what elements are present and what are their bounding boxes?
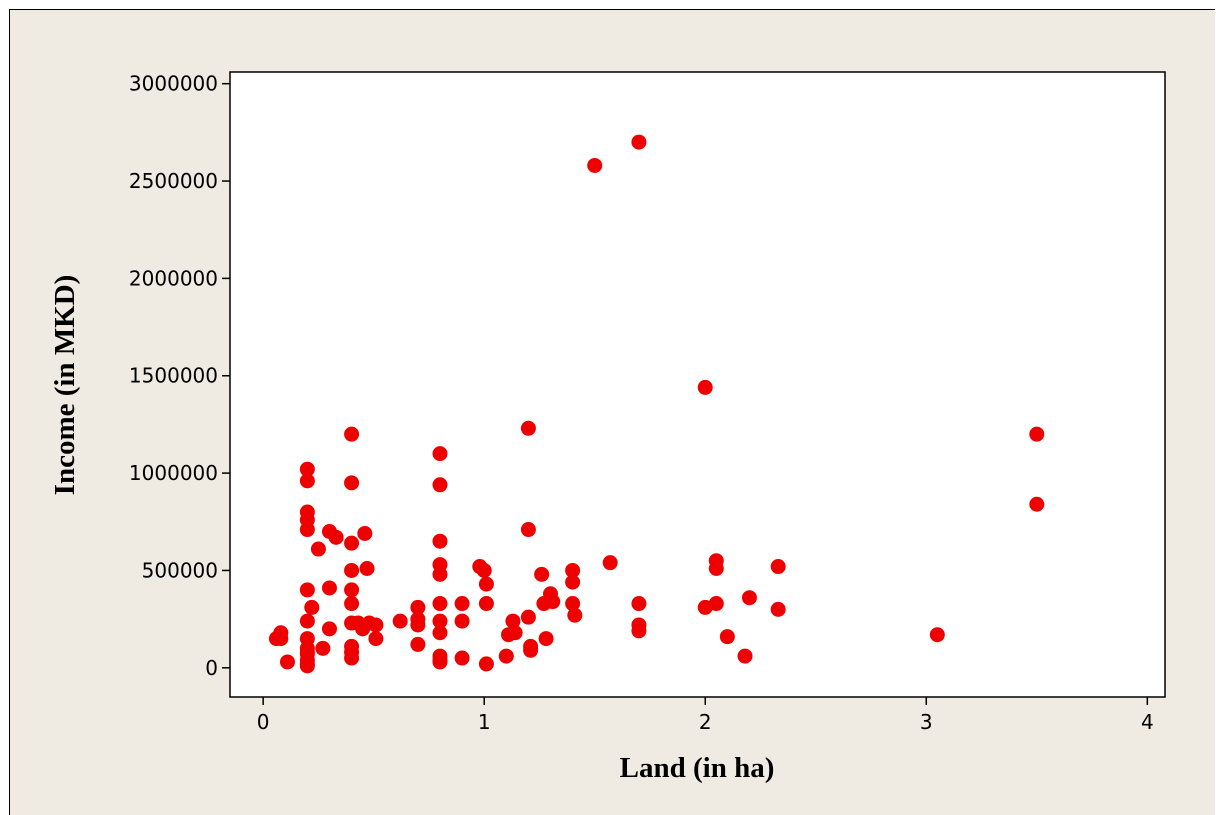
- data-point: [929, 627, 945, 643]
- data-point: [631, 596, 647, 612]
- data-point: [432, 533, 448, 549]
- data-point: [545, 594, 561, 610]
- data-point: [498, 648, 514, 664]
- data-point: [273, 631, 289, 647]
- data-point: [357, 525, 373, 541]
- x-axis-title: Land (in ha): [620, 752, 775, 784]
- y-axis: 0 500000 1000000 1500000 2000000 2500000 30000…: [129, 72, 230, 680]
- data-point: [454, 613, 470, 629]
- data-point: [631, 134, 647, 150]
- data-point: [432, 625, 448, 641]
- y-tick-label: 0: [205, 656, 218, 680]
- data-point: [410, 599, 426, 615]
- data-point: [321, 580, 337, 596]
- data-point: [432, 596, 448, 612]
- data-point: [538, 631, 554, 647]
- data-point: [476, 562, 492, 578]
- data-point: [478, 576, 494, 592]
- data-point: [304, 599, 320, 615]
- data-point: [299, 613, 315, 629]
- data-point: [299, 473, 315, 489]
- data-point: [478, 596, 494, 612]
- y-tick-label: 1000000: [129, 461, 218, 485]
- y-tick-label: 500000: [142, 558, 218, 582]
- data-point: [454, 650, 470, 666]
- x-tick-label: 4: [1141, 710, 1154, 734]
- data-points: [268, 134, 1045, 674]
- plot-area: [229, 71, 1166, 698]
- data-point: [344, 562, 360, 578]
- data-point: [344, 650, 360, 666]
- data-point: [310, 541, 326, 557]
- data-point: [410, 617, 426, 633]
- data-point: [410, 636, 426, 652]
- data-point: [299, 582, 315, 598]
- data-point: [520, 609, 536, 625]
- data-point: [359, 560, 375, 576]
- data-point: [299, 461, 315, 477]
- data-point: [432, 446, 448, 462]
- data-point: [478, 656, 494, 672]
- data-point: [344, 596, 360, 612]
- data-point: [1029, 426, 1045, 442]
- data-point: [523, 642, 539, 658]
- data-point: [520, 420, 536, 436]
- y-tick-label: 2500000: [129, 169, 218, 193]
- data-point: [770, 601, 786, 617]
- data-point: [534, 566, 550, 582]
- data-point: [368, 617, 384, 633]
- data-point: [719, 629, 735, 645]
- data-point: [631, 623, 647, 639]
- data-point: [1029, 496, 1045, 512]
- data-point: [507, 625, 523, 641]
- data-point: [279, 654, 295, 670]
- data-point: [328, 529, 344, 545]
- data-point: [565, 574, 581, 590]
- x-axis: 0 1 2 3 4: [257, 697, 1154, 734]
- data-point: [299, 522, 315, 538]
- y-tick-label: 3000000: [129, 72, 218, 96]
- data-point: [602, 555, 618, 571]
- data-point: [432, 613, 448, 629]
- x-tick-label: 1: [478, 710, 491, 734]
- data-point: [587, 157, 603, 173]
- data-point: [708, 560, 724, 576]
- data-point: [368, 631, 384, 647]
- data-point: [697, 379, 713, 395]
- data-point: [454, 596, 470, 612]
- data-point: [708, 596, 724, 612]
- data-point: [741, 590, 757, 606]
- data-point: [565, 562, 581, 578]
- data-point: [567, 607, 583, 623]
- data-point: [315, 640, 331, 656]
- data-point: [565, 596, 581, 612]
- data-point: [432, 654, 448, 670]
- data-point: [432, 566, 448, 582]
- y-axis-title: Income (in MKD): [49, 275, 81, 496]
- data-point: [299, 658, 315, 674]
- data-point: [520, 522, 536, 538]
- data-point: [770, 559, 786, 575]
- data-point: [432, 477, 448, 493]
- data-point: [505, 613, 521, 629]
- x-tick-label: 2: [699, 710, 712, 734]
- x-tick-label: 0: [257, 710, 270, 734]
- data-point: [299, 646, 315, 662]
- data-point: [344, 582, 360, 598]
- y-tick-label: 1500000: [129, 364, 218, 388]
- data-point: [344, 426, 360, 442]
- data-point: [344, 535, 360, 551]
- x-tick-label: 3: [920, 710, 933, 734]
- data-point: [321, 621, 337, 637]
- data-point: [344, 475, 360, 491]
- data-point: [737, 648, 753, 664]
- y-tick-label: 2000000: [129, 266, 218, 290]
- data-point: [392, 613, 408, 629]
